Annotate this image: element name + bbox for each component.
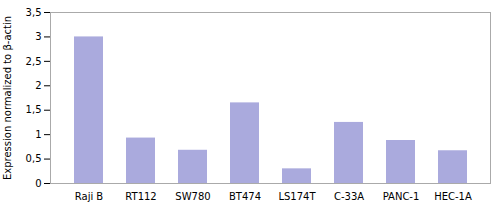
svg-text:1,5: 1,5 — [26, 104, 42, 115]
svg-text:BT474: BT474 — [229, 191, 261, 202]
svg-text:HEC-1A: HEC-1A — [434, 191, 472, 202]
svg-text:LS174T: LS174T — [278, 191, 316, 202]
svg-text:3,5: 3,5 — [26, 7, 42, 18]
svg-text:Expression normalized to β-act: Expression normalized to β-actin — [2, 16, 13, 180]
svg-text:Raji B: Raji B — [75, 191, 104, 202]
svg-text:0,5: 0,5 — [26, 153, 42, 164]
svg-text:RT112: RT112 — [125, 191, 156, 202]
svg-text:2,5: 2,5 — [26, 56, 42, 67]
svg-text:0: 0 — [35, 178, 41, 189]
svg-text:C-33A: C-33A — [334, 191, 364, 202]
svg-text:3: 3 — [35, 31, 41, 42]
svg-text:PANC-1: PANC-1 — [383, 191, 420, 202]
svg-text:SW780: SW780 — [175, 191, 210, 202]
svg-text:2: 2 — [35, 80, 41, 91]
svg-text:1: 1 — [35, 129, 41, 140]
